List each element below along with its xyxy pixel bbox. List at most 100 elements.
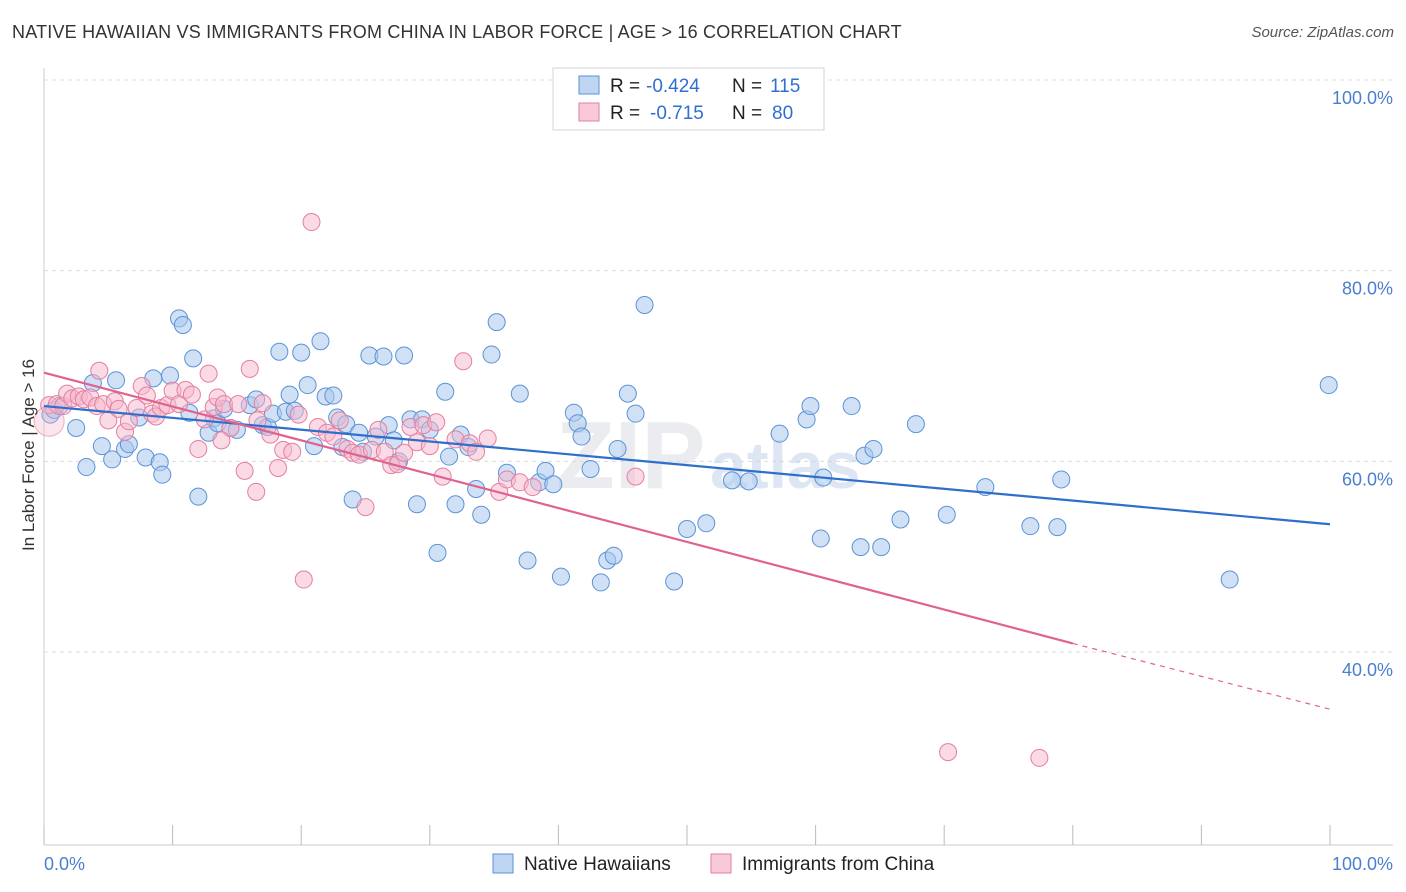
bottom-legend-label-2: Immigrants from China <box>742 854 935 875</box>
immigrants-from-china-point <box>289 405 308 424</box>
immigrants-from-china-point <box>294 570 313 589</box>
native-hawaiians-point <box>739 472 758 491</box>
legend-n-value-2: 80 <box>772 103 793 124</box>
native-hawaiians-point <box>270 342 289 361</box>
native-hawaiians-point <box>665 572 684 591</box>
y-tick-label: 80.0% <box>1342 279 1393 299</box>
native-hawaiians-point <box>324 386 343 405</box>
native-hawaiians-point <box>842 397 861 416</box>
immigrants-from-china-point <box>478 429 497 448</box>
legend-r-value-1: -0.424 <box>646 76 700 97</box>
legend-swatch-blue <box>578 75 600 95</box>
legend-swatch-pink <box>578 102 600 122</box>
native-hawaiians-point <box>189 487 208 506</box>
series-immigrants-from-china <box>33 213 1049 767</box>
immigrants-from-china-point <box>523 478 542 497</box>
native-hawaiians-point <box>801 397 820 416</box>
native-hawaiians-point <box>311 332 330 351</box>
immigrants-from-china-trendline-extension <box>1072 642 1331 710</box>
native-hawaiians-point <box>374 347 393 366</box>
native-hawaiians-point <box>891 510 910 529</box>
immigrants-from-china-point <box>939 743 958 762</box>
native-hawaiians-point <box>723 471 742 490</box>
y-tick-label: 60.0% <box>1342 469 1393 489</box>
native-hawaiians-point <box>618 384 637 403</box>
native-hawaiians-point <box>604 546 623 565</box>
native-hawaiians-trendline <box>43 404 1331 526</box>
native-hawaiians-point <box>446 495 465 514</box>
native-hawaiians-point <box>551 567 570 586</box>
immigrants-from-china-point <box>283 442 302 461</box>
x-tick-label-right: 100.0% <box>1332 854 1393 874</box>
native-hawaiians-point <box>280 385 299 404</box>
native-hawaiians-point <box>518 551 537 570</box>
native-hawaiians-point <box>581 459 600 478</box>
legend-n-label-2: N = <box>732 103 762 124</box>
legend-n-value-1: 115 <box>770 76 800 97</box>
immigrants-from-china-point <box>1030 748 1049 767</box>
native-hawaiians-point <box>872 538 891 557</box>
y-tick-label: 100.0% <box>1332 88 1393 108</box>
immigrants-from-china-point <box>189 439 208 458</box>
immigrants-from-china-point <box>199 364 218 383</box>
immigrants-from-china-point <box>240 359 259 378</box>
native-hawaiians-point <box>395 346 414 365</box>
series-legend: Native Hawaiians Immigrants from China <box>492 853 935 875</box>
y-tick-label: 40.0% <box>1342 660 1393 680</box>
native-hawaiians-point <box>510 384 529 403</box>
immigrants-from-china-point <box>33 405 65 437</box>
native-hawaiians-point <box>440 447 459 466</box>
native-hawaiians-point <box>697 514 716 533</box>
axes-layer: 100.0% 80.0% 60.0% 40.0% <box>43 68 1393 846</box>
immigrants-from-china-point <box>427 413 446 432</box>
immigrants-from-china-point <box>269 459 288 478</box>
native-hawaiians-point <box>407 495 426 514</box>
native-hawaiians-point <box>482 345 501 364</box>
bottom-legend-label-1: Native Hawaiians <box>524 854 671 875</box>
native-hawaiians-point <box>635 295 654 314</box>
native-hawaiians-point <box>1220 570 1239 589</box>
native-hawaiians-point <box>572 427 591 446</box>
immigrants-from-china-point <box>90 361 109 380</box>
y-axis-title: In Labor Force | Age > 16 <box>19 359 38 551</box>
immigrants-from-china-point <box>302 213 321 232</box>
native-hawaiians-point <box>472 505 491 524</box>
native-hawaiians-point <box>487 313 506 332</box>
native-hawaiians-point <box>173 316 192 335</box>
native-hawaiians-point <box>1048 518 1067 537</box>
legend-r-label-1: R = <box>610 76 640 97</box>
immigrants-from-china-trendline <box>43 371 1074 645</box>
native-hawaiians-point <box>292 343 311 362</box>
x-tick-label-left: 0.0% <box>44 854 85 874</box>
native-hawaiians-point <box>544 475 563 494</box>
immigrants-from-china-point <box>235 461 254 480</box>
chart-title: NATIVE HAWAIIAN VS IMMIGRANTS FROM CHINA… <box>12 22 902 42</box>
native-hawaiians-point <box>161 366 180 385</box>
legend-r-value-2: -0.715 <box>650 103 704 124</box>
immigrants-from-china-point <box>369 420 388 439</box>
immigrants-from-china-point <box>626 467 645 486</box>
immigrants-from-china-point <box>330 411 349 430</box>
immigrants-from-china-point <box>454 352 473 371</box>
native-hawaiians-point <box>184 349 203 368</box>
immigrants-from-china-point <box>395 443 414 462</box>
native-hawaiians-point <box>608 439 627 458</box>
immigrants-from-china-point <box>467 442 486 461</box>
bottom-legend-swatch-pink <box>710 853 732 874</box>
trend-lines <box>43 371 1331 710</box>
native-hawaiians-point <box>770 424 789 443</box>
native-hawaiians-point <box>67 418 86 437</box>
immigrants-from-china-point <box>212 431 231 450</box>
native-hawaiians-point <box>906 415 925 434</box>
immigrants-from-china-point <box>324 427 343 446</box>
native-hawaiians-point <box>851 538 870 557</box>
native-hawaiians-point <box>536 461 555 480</box>
native-hawaiians-point <box>626 404 645 423</box>
native-hawaiians-point <box>428 543 447 562</box>
bottom-legend-swatch-blue <box>492 853 514 874</box>
immigrants-from-china-point <box>229 395 248 414</box>
native-hawaiians-point <box>350 423 369 442</box>
native-hawaiians-point <box>77 458 96 477</box>
immigrants-from-china-point <box>253 394 272 413</box>
